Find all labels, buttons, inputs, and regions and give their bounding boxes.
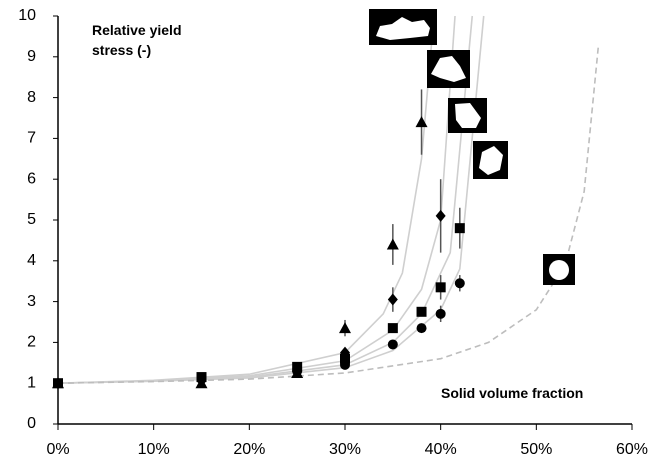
point [196, 374, 207, 385]
plot: 0 1 2 3 4 5 6 7 8 9 10 0% 10% 20% 30% 40% 50% 60% [18, 7, 648, 458]
y-tick-label: 3 [27, 293, 36, 310]
point [435, 308, 446, 319]
x-tick-label: 0% [46, 441, 69, 458]
point [339, 322, 351, 334]
point [53, 378, 63, 389]
x-tick-label: 60% [616, 441, 648, 458]
x-tick-label: 30% [329, 441, 361, 458]
x-axis-label: Solid volume fraction [441, 385, 584, 401]
point [340, 353, 350, 364]
point [292, 365, 303, 376]
fit-curve [57, 15, 474, 384]
point [416, 323, 427, 334]
point [415, 116, 428, 128]
y-tick-label: 2 [27, 334, 36, 351]
y-tick-label: 10 [18, 7, 36, 24]
point [435, 282, 446, 293]
point [387, 293, 398, 306]
y-tick-label: 7 [27, 130, 36, 147]
point [340, 359, 350, 370]
shape-icons [369, 9, 575, 285]
point [386, 238, 399, 250]
x-tick-label: 20% [233, 441, 265, 458]
y-tick-label: 8 [27, 89, 36, 106]
x-tick-label: 40% [425, 441, 457, 458]
point [387, 339, 398, 350]
x-tick-label: 50% [520, 441, 552, 458]
fit-curve [57, 44, 600, 384]
fit-curve [57, 15, 435, 384]
y-tick-label: 6 [27, 170, 36, 187]
point [454, 223, 465, 234]
y-axis-label: Relative yield stress (-) [92, 22, 182, 58]
y-tick-label: 4 [27, 252, 36, 269]
y-tick-label: 5 [27, 211, 36, 228]
point [454, 278, 465, 289]
x-tick-label: 10% [138, 441, 170, 458]
point [416, 306, 427, 317]
y-tick-label: 0 [27, 415, 36, 432]
point [387, 323, 398, 334]
y-tick-label: 9 [27, 48, 36, 65]
y-tick-label: 1 [27, 374, 36, 391]
point [435, 209, 446, 222]
